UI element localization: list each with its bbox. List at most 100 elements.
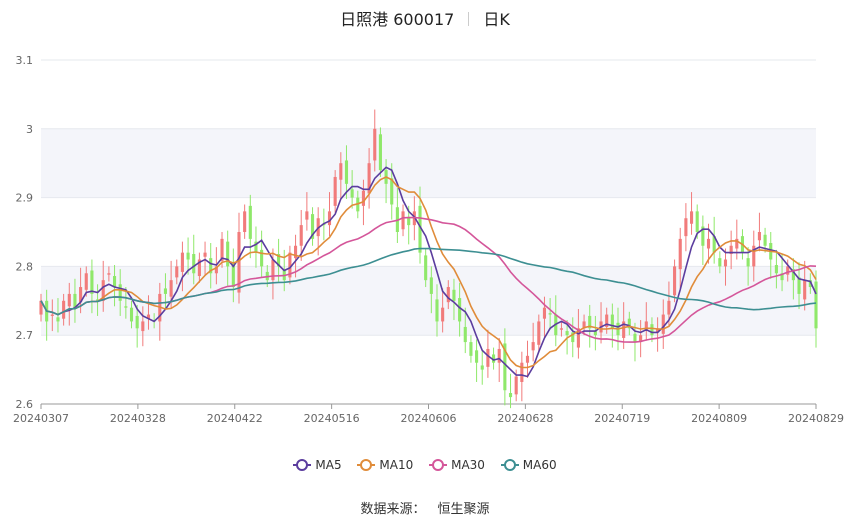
candle-body — [735, 238, 739, 249]
candle-body — [559, 328, 563, 330]
candle-body — [667, 300, 671, 315]
candle-body — [622, 321, 626, 338]
legend-marker-icon — [293, 459, 312, 471]
candle-body — [39, 300, 43, 315]
candle-body — [463, 326, 467, 343]
candle-body — [678, 238, 682, 270]
candle-body — [350, 189, 354, 198]
stock-name-code: 日照港 600017 — [340, 10, 455, 29]
candle-body — [288, 252, 292, 278]
candle-body — [163, 288, 168, 294]
candle-body — [571, 332, 575, 343]
candle-body — [531, 342, 535, 351]
candle-body — [418, 205, 422, 253]
legend-item-ma30[interactable]: MA30 — [429, 458, 485, 472]
candle-body — [650, 324, 654, 336]
candle-body — [808, 280, 812, 288]
candle-body — [503, 343, 507, 391]
candle-body — [656, 328, 660, 333]
candle-body — [361, 190, 366, 206]
x-tick-label: 20240516 — [304, 412, 360, 425]
candle-body — [407, 216, 411, 226]
period-label: 日K — [483, 10, 510, 29]
candle-body — [424, 255, 428, 281]
candle-body — [520, 362, 524, 382]
candle-body — [112, 276, 117, 288]
candle-body — [169, 280, 173, 297]
candle-body — [62, 300, 66, 319]
candle-body — [294, 245, 298, 259]
candle-body — [452, 289, 456, 301]
candle-body — [491, 354, 496, 363]
candle-body — [486, 348, 490, 367]
candle-body — [401, 211, 405, 230]
candle-body — [84, 273, 88, 290]
candle-body — [497, 348, 501, 363]
candle-body — [271, 259, 275, 281]
candle-body — [458, 298, 462, 322]
candle-body — [226, 241, 230, 267]
x-tick-label: 20240829 — [788, 412, 844, 425]
candle-body — [548, 313, 552, 315]
legend-item-ma60[interactable]: MA60 — [500, 458, 557, 472]
candle-body — [763, 234, 767, 246]
candle-body — [175, 266, 179, 278]
candle-body — [639, 335, 643, 343]
y-tick-label: 3.1 — [16, 54, 34, 67]
candle-body — [248, 205, 252, 239]
data-source: 数据来源： 恒生聚源 — [0, 498, 850, 517]
candle-body — [605, 314, 609, 327]
candle-body — [373, 128, 377, 161]
candle-body — [780, 273, 784, 281]
candle-body — [791, 269, 795, 281]
candle-body — [446, 287, 450, 303]
candle-body — [339, 163, 343, 180]
candle-body — [706, 238, 711, 249]
candle-body — [695, 211, 699, 232]
candle-body — [209, 258, 213, 274]
candle-body — [101, 280, 105, 301]
ma-line-ma60 — [40, 247, 817, 316]
candle-body — [305, 211, 309, 220]
candle-body — [565, 331, 569, 336]
candle-body — [90, 270, 94, 294]
y-axis: 2.6 2.7 2.8 2.9 3 3.1 — [16, 54, 34, 411]
candle-body — [260, 249, 264, 267]
candle-body — [146, 314, 151, 319]
candle-body — [689, 211, 694, 224]
candle-body — [79, 287, 83, 303]
candle-body — [803, 280, 807, 300]
candle-body — [633, 333, 637, 343]
legend-marker-icon — [500, 459, 519, 471]
candle-body — [469, 342, 473, 356]
x-axis: 20240307 20240328 20240422 20240516 20240606… — [13, 403, 844, 425]
candle-body — [514, 376, 518, 395]
candle-body — [197, 259, 201, 277]
candle-body — [186, 252, 190, 260]
candle-body — [588, 315, 592, 329]
candle-body — [627, 318, 631, 329]
candle-body — [327, 211, 332, 226]
candle-body — [67, 293, 71, 307]
x-tick-label: 20240307 — [13, 412, 69, 425]
y-tick-label: 2.7 — [16, 329, 34, 342]
candle-body — [435, 299, 439, 322]
legend-item-ma5[interactable]: MA5 — [293, 458, 342, 472]
x-tick-label: 20240328 — [110, 412, 166, 425]
legend-label: MA10 — [379, 458, 414, 472]
candle-body — [254, 241, 258, 253]
candle-body — [814, 281, 818, 329]
candle-body — [480, 365, 484, 370]
legend: MA5 MA10 MA30 MA60 — [0, 458, 850, 474]
candle-body — [673, 266, 677, 296]
legend-item-ma10[interactable]: MA10 — [357, 458, 413, 472]
moving-average-lines — [40, 166, 817, 378]
legend-label: MA60 — [522, 458, 557, 472]
y-tick-label: 2.8 — [16, 260, 34, 273]
candle-body — [786, 266, 790, 275]
candle-body — [661, 314, 665, 334]
candle-body — [684, 218, 688, 237]
candle-body — [310, 214, 315, 239]
candle-body — [333, 176, 337, 206]
candle-body — [50, 314, 54, 316]
